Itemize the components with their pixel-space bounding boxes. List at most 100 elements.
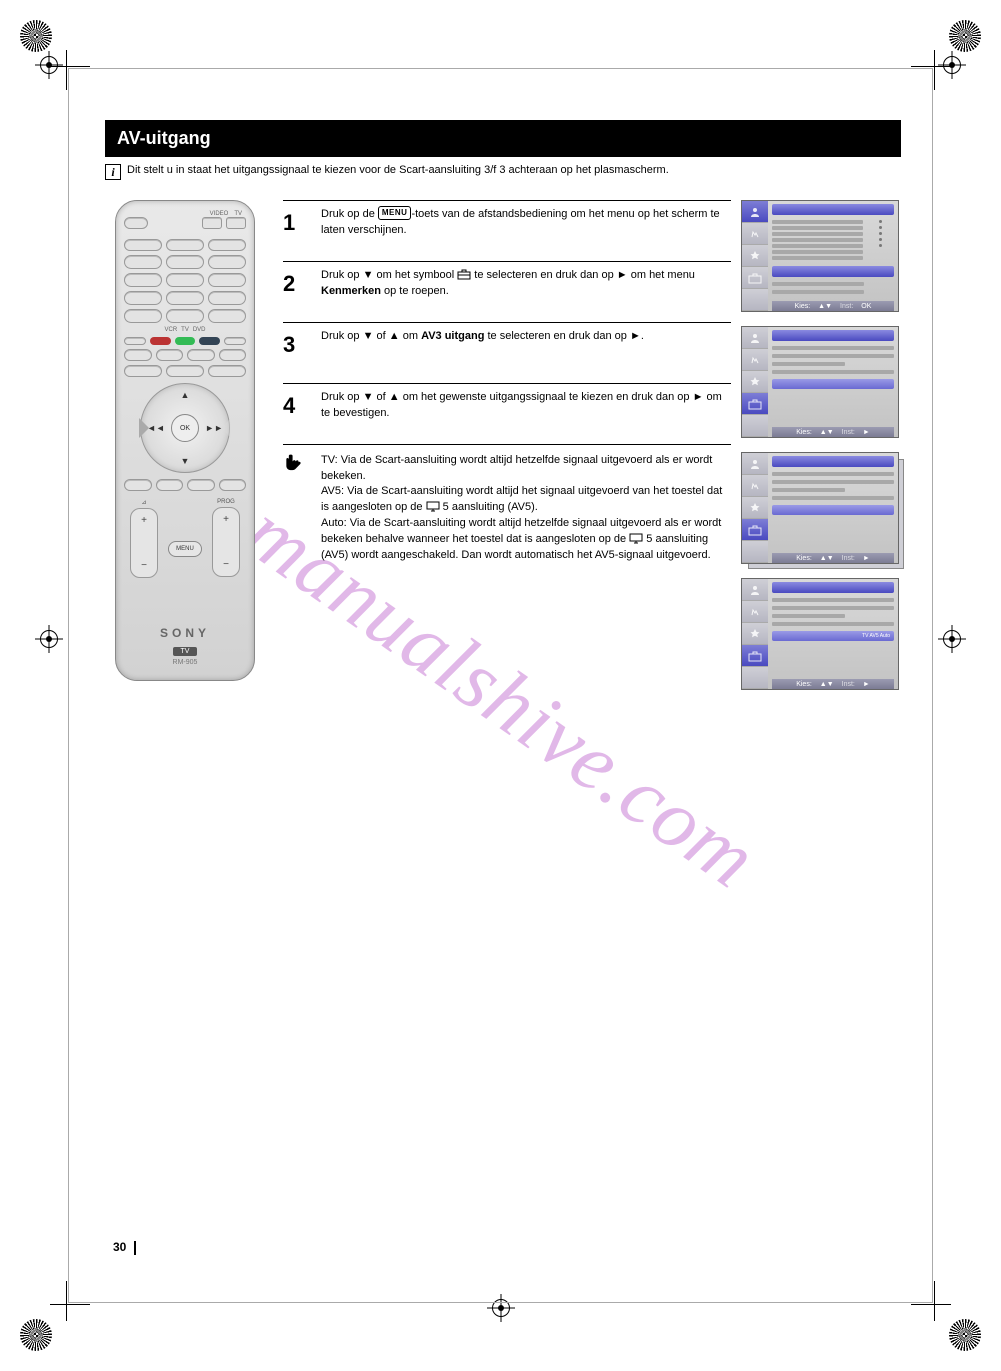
osd-tab-person-icon [742, 579, 768, 601]
osd-tab-person-icon [742, 327, 768, 349]
page-content: AV-uitgang i Dit stelt u in staat het ui… [105, 120, 901, 1271]
remote-top-btn-3 [208, 239, 246, 251]
remote-num-1 [124, 255, 162, 269]
remote-row2-3 [187, 349, 215, 361]
tip-line-2: AV5: Via de Scart-aansluiting wordt alti… [321, 484, 731, 516]
osd-tab-star-icon [742, 497, 768, 519]
remote-arrow-up-icon: ▲ [181, 390, 190, 400]
info-paragraph: i Dit stelt u in staat het uitgangssigna… [105, 163, 901, 180]
osd-tab-note-icon [742, 475, 768, 497]
registration-small-tl [40, 56, 58, 74]
remote-top-btn-2 [166, 239, 204, 251]
osd-footer: Kies:▲▼Inst:► [772, 679, 894, 689]
osd-thumb-2: Kies:▲▼Inst:► [741, 326, 899, 438]
crop-mark-bl [20, 1291, 80, 1351]
remote-row2-1 [124, 349, 152, 361]
step-4: 4 Druk op ▼ of ▲ om het gewenste uitgang… [283, 383, 731, 444]
remote-num-5 [166, 273, 204, 287]
remote-prog-label: PROG [217, 499, 235, 505]
step-2-number: 2 [283, 268, 313, 300]
osd-thumb-4: TV AV5 AutoKies:▲▼Inst:► [741, 578, 899, 690]
osd-tab-toolbox-icon [742, 267, 768, 289]
tip-block: TV: Via de Scart-aansluiting wordt altij… [283, 444, 731, 565]
tip-line-3: Auto: Via de Scart-aansluiting wordt alt… [321, 516, 731, 564]
remote-label-dvd: DVD [193, 327, 206, 333]
remote-ok-label: OK [180, 425, 190, 432]
osd-thumb-1: Kies:▲▼Inst:OK [741, 200, 899, 312]
remote-row4-3 [187, 479, 215, 491]
remote-src-sel-1 [124, 337, 146, 345]
remote-label-vcr: VCR [164, 327, 177, 333]
remote-num-7 [124, 291, 162, 305]
remote-num-2 [166, 255, 204, 269]
osd-selected-row [772, 505, 894, 515]
remote-illustration: VIDEOTV VCRTVDVD ▲ ▼ ◄◄ ►► OK [115, 200, 255, 681]
tip-line-1: TV: Via de Scart-aansluiting wordt altij… [321, 453, 731, 485]
remote-num-0 [166, 309, 204, 323]
osd-footer: Kies:▲▼Inst:OK [772, 301, 894, 311]
remote-row3-1 [124, 365, 162, 377]
osd-tab-blank-icon [742, 289, 768, 311]
remote-row2-4 [219, 349, 247, 361]
step-1-number: 1 [283, 207, 313, 239]
crop-mark-br [921, 1291, 981, 1351]
remote-arrow-down-icon: ▼ [181, 456, 190, 466]
step-1-text: Druk op de MENU-toets van de afstandsbed… [321, 207, 731, 239]
osd-tab-note-icon [742, 601, 768, 623]
remote-arrow-right-icon: ►► [205, 423, 223, 433]
remote-label-tv2: TV [181, 327, 189, 333]
remote-tv-badge: TV [124, 644, 246, 656]
osd-tab-person-icon [742, 201, 768, 223]
remote-num-b [208, 309, 246, 323]
remote-num-9 [208, 291, 246, 305]
remote-num-4 [124, 273, 162, 287]
remote-menu-button: MENU [168, 541, 202, 557]
monitor-icon [426, 501, 440, 512]
step-4-number: 4 [283, 390, 313, 422]
remote-row4-4 [219, 479, 247, 491]
remote-num-3 [208, 255, 246, 269]
remote-row3-2 [166, 365, 204, 377]
step-3-number: 3 [283, 329, 313, 361]
osd-tab-star-icon [742, 623, 768, 645]
remote-brand: SONY [124, 626, 246, 640]
remote-ok-button: OK [171, 414, 199, 442]
hand-icon [283, 453, 313, 565]
monitor-icon [629, 533, 643, 544]
remote-vol-label: ⊿ [141, 499, 146, 506]
osd-tab-star-icon [742, 371, 768, 393]
info-text: Dit stelt u in staat het uitgangssignaal… [127, 163, 669, 180]
osd-tab-blank-icon [742, 541, 768, 563]
osd-thumb-3: Kies:▲▼Inst:► [741, 452, 899, 564]
osd-tab-toolbox-icon [742, 393, 768, 415]
toolbox-icon [457, 268, 471, 280]
osd-tab-note-icon [742, 349, 768, 371]
remote-power-tv [226, 217, 246, 229]
osd-title-bar [772, 330, 894, 341]
step-3: 3 Druk op ▼ of ▲ om AV3 uitgang te selec… [283, 322, 731, 383]
osd-footer: Kies:▲▼Inst:► [772, 427, 894, 437]
page-number: 30 [113, 1240, 144, 1255]
remote-src-sel-2 [224, 337, 246, 345]
remote-prog-rocker: +− [212, 507, 240, 577]
registration-mark-bottom [492, 1299, 510, 1317]
osd-tab-star-icon [742, 245, 768, 267]
remote-row2-2 [156, 349, 184, 361]
step-4-text: Druk op ▼ of ▲ om het gewenste uitgangss… [321, 390, 731, 422]
remote-row3-3 [208, 365, 246, 377]
remote-mute-btn [124, 217, 148, 229]
registration-mark-right [943, 630, 961, 648]
step-2: 2 Druk op ▼ om het symbool te selecteren… [283, 261, 731, 322]
remote-num-6 [208, 273, 246, 287]
menu-icon: MENU [378, 206, 412, 220]
remote-color-red [150, 337, 170, 345]
remote-nav-wheel: ▲ ▼ ◄◄ ►► OK [140, 383, 230, 473]
step-1: 1 Druk op de MENU-toets van de afstandsb… [283, 200, 731, 261]
tip-text: TV: Via de Scart-aansluiting wordt altij… [321, 453, 731, 565]
page-title: AV-uitgang [105, 120, 901, 157]
remote-power-video [202, 217, 222, 229]
steps-and-thumbs: 1 Druk op de MENU-toets van de afstandsb… [283, 200, 901, 690]
remote-num-a [124, 309, 162, 323]
page-number-value: 30 [113, 1240, 126, 1254]
osd-title-bar [772, 204, 894, 215]
